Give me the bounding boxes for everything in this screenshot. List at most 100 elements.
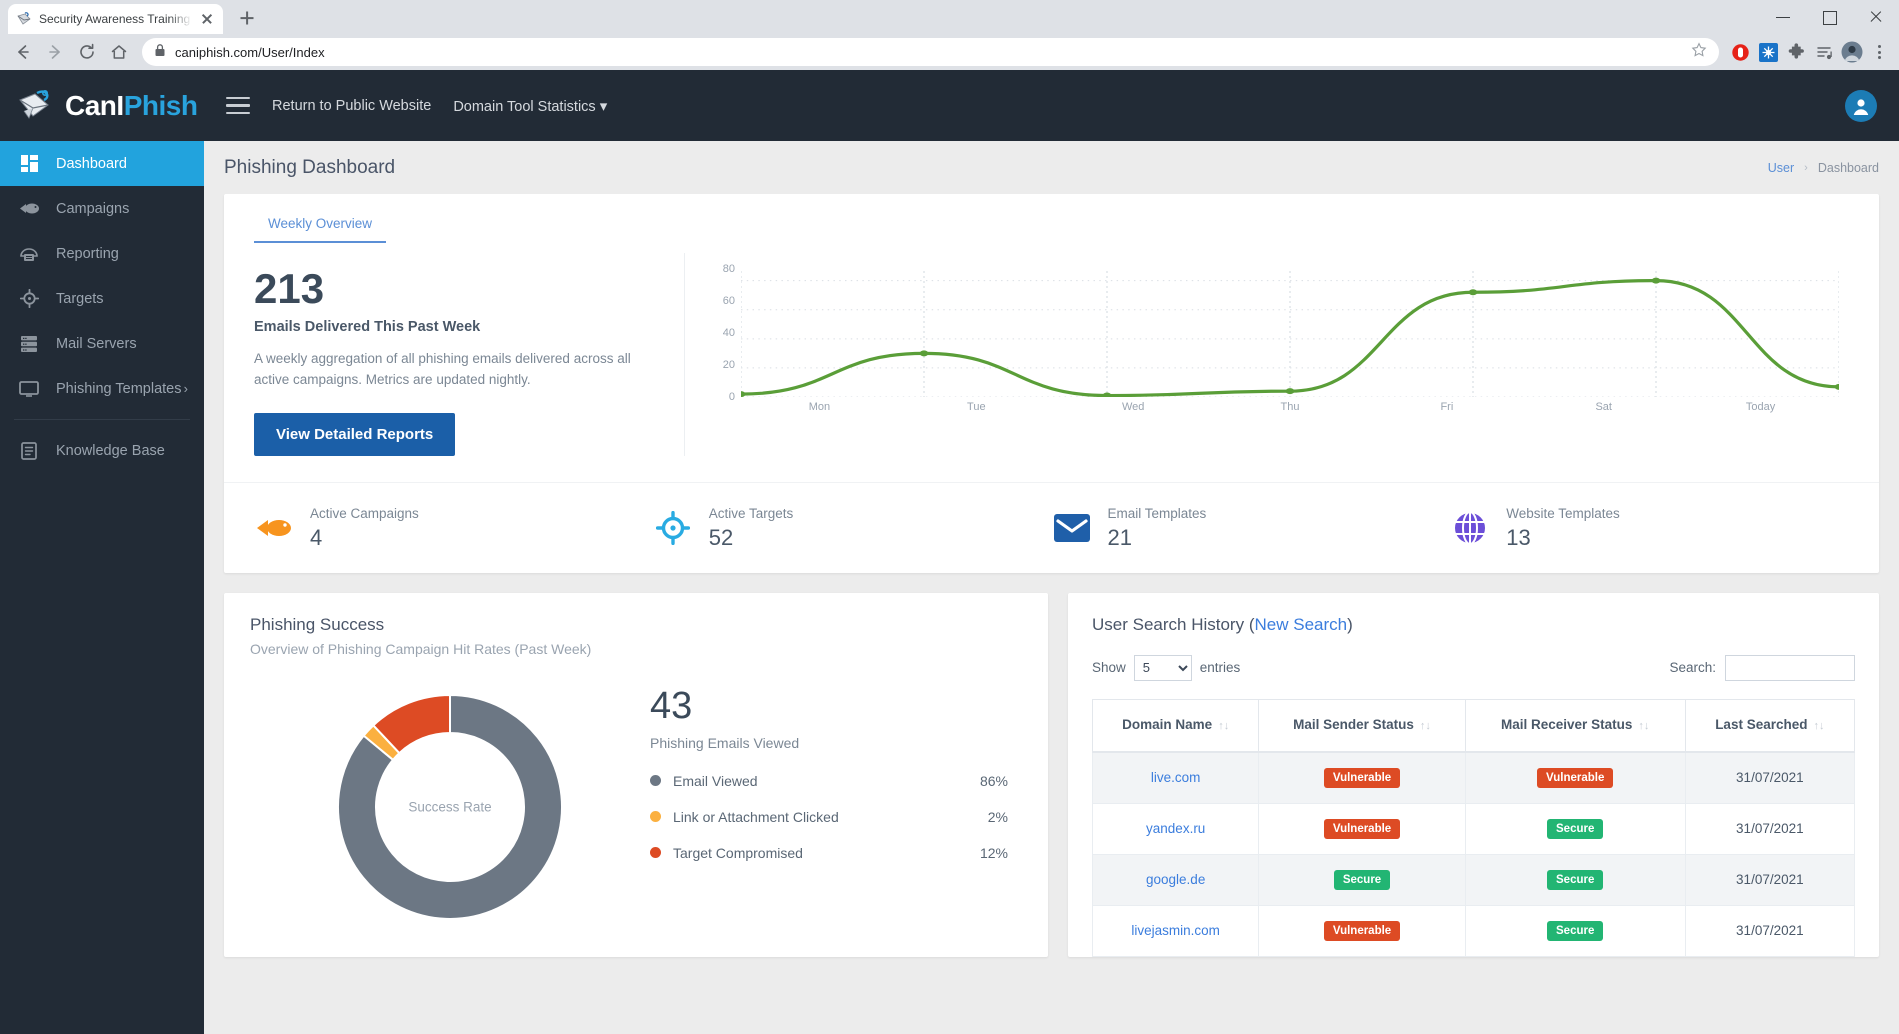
tab-weekly-overview[interactable]: Weekly Overview <box>254 210 387 243</box>
sidebar-item-dashboard[interactable]: Dashboard <box>0 141 204 186</box>
cell-domain-name: yandex.ru <box>1091 802 1260 855</box>
sidebar-item-label: Mail Servers <box>56 335 137 352</box>
cell-last-searched: 31/07/2021 <box>1684 904 1856 957</box>
sidebar-item-targets[interactable]: Targets <box>0 276 204 321</box>
profile-avatar-icon[interactable] <box>1839 39 1865 65</box>
sidebar-item-reporting[interactable]: Reporting <box>0 231 204 276</box>
legend-item: Target Compromised 12% <box>650 845 1022 861</box>
reload-icon[interactable] <box>72 38 102 66</box>
phishing-emails-viewed-value: 43 <box>650 684 693 727</box>
stat-text: Active Campaigns 4 <box>310 505 419 551</box>
minimize-button[interactable] <box>1761 0 1807 34</box>
table-search: Search: <box>1669 654 1855 681</box>
table-row[interactable]: livejasmin.com Vulnerable Secure 31/07/2021 <box>1091 904 1856 957</box>
brand-logo-area[interactable]: CanIPhish <box>0 70 204 141</box>
column-header-mail-sender-status[interactable]: Mail Sender Status ↑↓ <box>1258 698 1466 753</box>
table-row[interactable]: google.de Secure Secure 31/07/2021 <box>1091 853 1856 906</box>
search-history-table: Domain Name ↑↓ Mail Sender Status ↑↓ Mail … <box>1091 698 1856 957</box>
browser-menu-icon[interactable] <box>1867 39 1891 65</box>
brand-i: I <box>116 89 124 121</box>
table-head: Domain Name ↑↓ Mail Sender Status ↑↓ Mail … <box>1091 698 1856 753</box>
sidebar-item-mail-servers[interactable]: Mail Servers <box>0 321 204 366</box>
table-body: live.com Vulnerable Vulnerable 31/07/2021 ya… <box>1091 751 1856 957</box>
window-close-button[interactable] <box>1853 0 1899 34</box>
maximize-button[interactable] <box>1807 0 1853 34</box>
sidebar-item-campaigns[interactable]: Campaigns <box>0 186 204 231</box>
sort-icon: ↑↓ <box>1218 719 1230 732</box>
column-label: Domain Name <box>1122 716 1213 732</box>
domain-link[interactable]: yandex.ru <box>1146 821 1206 837</box>
column-header-mail-receiver-status[interactable]: Mail Receiver Status ↑↓ <box>1464 698 1686 753</box>
column-header-domain-name[interactable]: Domain Name ↑↓ <box>1091 698 1260 753</box>
extensions-puzzle-icon[interactable] <box>1783 39 1809 65</box>
status-badge: Vulnerable <box>1323 920 1401 941</box>
sidebar-item-label: Reporting <box>56 245 119 262</box>
search-history-title: User Search History (New Search) <box>1092 614 1353 634</box>
y-tick: 20 <box>722 359 735 371</box>
card-tabs: Weekly Overview <box>224 194 1879 243</box>
weekly-line-chart: 80 60 40 20 0 Mon Tue <box>684 253 1849 456</box>
topnav-domain-tool-statistics[interactable]: Domain Tool Statistics ▾ <box>453 97 607 115</box>
search-input[interactable] <box>1725 654 1855 681</box>
extension-blue-icon[interactable] <box>1755 39 1781 65</box>
forward-icon[interactable] <box>40 38 70 66</box>
topnav-return-public-website[interactable]: Return to Public Website <box>272 97 432 114</box>
lock-icon <box>154 43 166 62</box>
column-label: Mail Receiver Status <box>1501 716 1633 732</box>
emails-delivered-value: 213 <box>254 265 325 312</box>
cell-mail-receiver-status: Secure <box>1464 802 1686 855</box>
extension-shield-icon[interactable] <box>1727 39 1753 65</box>
entries-label: entries <box>1199 660 1241 676</box>
bottom-row: Phishing Success Overview of Phishing Ca… <box>224 592 1879 957</box>
sort-icon: ↑↓ <box>1638 719 1650 732</box>
avatar[interactable] <box>1845 89 1877 122</box>
media-list-icon[interactable] <box>1811 39 1837 65</box>
phishing-success-subtitle: Overview of Phishing Campaign Hit Rates … <box>250 640 592 657</box>
browser-tab[interactable]: Security Awareness Training | Phis <box>8 4 223 34</box>
x-tick: Tue <box>967 401 986 413</box>
status-badge: Secure <box>1547 818 1604 839</box>
table-row[interactable]: yandex.ru Vulnerable Secure 31/07/2021 <box>1091 802 1856 855</box>
stat-text: Email Templates 21 <box>1108 505 1207 551</box>
domain-link[interactable]: google.de <box>1146 872 1206 888</box>
domain-link[interactable]: livejasmin.com <box>1131 923 1220 939</box>
column-header-last-searched[interactable]: Last Searched ↑↓ <box>1684 698 1856 753</box>
x-tick: Thu <box>1280 401 1300 413</box>
view-detailed-reports-button[interactable]: View Detailed Reports <box>254 412 456 456</box>
table-row[interactable]: live.com Vulnerable Vulnerable 31/07/2021 <box>1091 751 1856 804</box>
dashboard-content: Weekly Overview 213 Emails Delivered Thi… <box>204 194 1899 977</box>
new-search-link[interactable]: New Search <box>1254 614 1348 634</box>
globe-icon <box>1450 510 1490 545</box>
page-size-select[interactable]: 5102550100 <box>1133 654 1192 681</box>
sidebar-nav: Dashboard Campaigns Reporting Targets <box>0 141 204 473</box>
browser-chrome: Security Awareness Training | Phis canip… <box>0 0 1899 70</box>
bookmark-star-icon[interactable] <box>1691 41 1707 63</box>
target-icon <box>18 289 40 308</box>
stat-value: 13 <box>1506 524 1531 550</box>
address-bar[interactable]: caniphish.com/User/Index <box>142 38 1719 66</box>
stat-label: Active Targets <box>708 505 794 521</box>
sidebar-item-knowledge-base[interactable]: Knowledge Base <box>0 428 204 473</box>
cell-domain-name: livejasmin.com <box>1091 904 1260 957</box>
status-badge: Vulnerable <box>1323 767 1401 788</box>
x-tick: Wed <box>1121 401 1145 413</box>
hamburger-icon[interactable] <box>226 96 250 115</box>
column-label: Last Searched <box>1715 716 1808 732</box>
book-icon <box>18 441 40 460</box>
column-label: Mail Sender Status <box>1293 716 1414 732</box>
donut-legend: Email Viewed 86% Link or Attachment Clic… <box>650 773 1022 861</box>
close-icon[interactable] <box>199 11 215 27</box>
page-header: Phishing Dashboard User › Dashboard <box>204 141 1899 194</box>
legend-color-swatch <box>650 811 661 823</box>
stat-label: Email Templates <box>1107 505 1207 521</box>
breadcrumb-user[interactable]: User <box>1767 160 1795 175</box>
sidebar-item-phishing-templates[interactable]: Phishing Templates › <box>0 366 204 411</box>
cell-mail-receiver-status: Secure <box>1464 904 1686 957</box>
domain-link[interactable]: live.com <box>1150 770 1201 786</box>
line-chart-area: 80 60 40 20 0 Mon Tue <box>709 261 1849 434</box>
search-label: Search: <box>1669 660 1716 676</box>
new-tab-button[interactable] <box>233 4 261 32</box>
back-icon[interactable] <box>8 38 38 66</box>
stat-label: Website Templates <box>1506 505 1620 521</box>
home-icon[interactable] <box>104 38 134 66</box>
